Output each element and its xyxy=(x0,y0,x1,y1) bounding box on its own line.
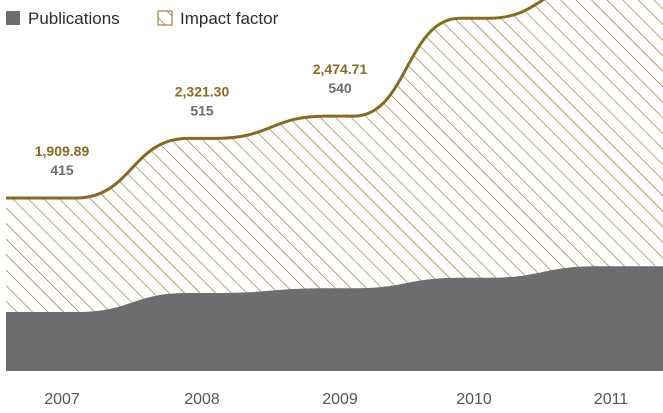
x-tick-label: 2008 xyxy=(184,391,220,408)
x-tick-label: 2007 xyxy=(44,391,80,408)
legend-publications-label: Publications xyxy=(28,9,120,28)
x-tick-label: 2009 xyxy=(322,391,358,408)
publications-label: 540 xyxy=(328,80,352,96)
publications-label: 415 xyxy=(50,162,74,178)
legend: Publications Impact factor xyxy=(6,9,279,28)
plot-area xyxy=(6,0,663,371)
impact-factor-label: 2,321.30 xyxy=(175,83,230,99)
legend-impact-label: Impact factor xyxy=(180,9,279,28)
x-tick-label: 2010 xyxy=(456,391,492,408)
impact-factor-label: 2,474.71 xyxy=(313,61,368,77)
data-labels: 1,909.894152,321.305152,474.715403,149.5… xyxy=(35,61,368,178)
legend-publications-swatch xyxy=(6,11,20,25)
x-axis: 2007 2008 2009 2010 2011 xyxy=(44,391,628,408)
impact-factor-label: 1,909.89 xyxy=(35,143,90,159)
impact-factor-line xyxy=(6,0,546,200)
x-tick-label: 2011 xyxy=(594,391,629,408)
publications-area xyxy=(6,266,663,371)
legend-impact-swatch xyxy=(157,10,173,26)
publications-label: 515 xyxy=(190,102,214,118)
